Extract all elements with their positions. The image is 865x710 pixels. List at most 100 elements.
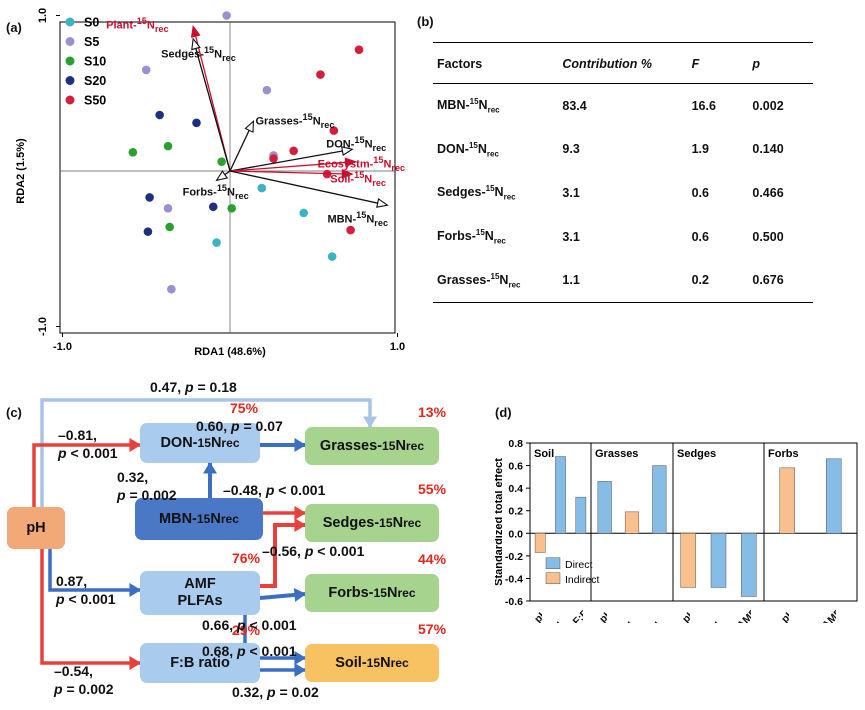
data-point-s50 bbox=[354, 45, 364, 55]
path-label-mbn-don: 0.32, p = 0.002 bbox=[117, 469, 177, 503]
table-header-row: Factors Contribution % F p bbox=[433, 42, 813, 84]
table-row: Forbs-15Nrec 3.1 0.6 0.500 bbox=[433, 215, 813, 259]
biplot-arrowhead bbox=[344, 157, 358, 168]
path-ph-don bbox=[32, 443, 140, 507]
data-point-s5 bbox=[222, 11, 231, 20]
data-point-s10 bbox=[165, 222, 174, 232]
contribution-cell: 83.4 bbox=[562, 98, 587, 113]
factor-contribution-table: Factors Contribution % F p MBN-15Nrec 83.… bbox=[433, 42, 813, 304]
legend-label-s0: S0 bbox=[84, 16, 99, 30]
biplot-arrowhead bbox=[341, 146, 354, 157]
bar-sedges bbox=[741, 533, 757, 597]
data-point-s10 bbox=[227, 204, 236, 213]
path-label-amf-forbs: 0.66, p < 0.001 bbox=[202, 617, 297, 633]
bar-forbs bbox=[779, 467, 795, 534]
bar-soil bbox=[534, 533, 546, 553]
y-tick-label: 0.4 bbox=[508, 483, 523, 495]
data-point-s20 bbox=[155, 110, 164, 120]
biplot-vector bbox=[192, 38, 231, 172]
data-point-s20 bbox=[208, 202, 218, 212]
y-tick-label: 0.6 bbox=[508, 461, 523, 473]
f-value-cell: 0.6 bbox=[691, 186, 709, 201]
node-fb: F:B ratio bbox=[140, 643, 260, 683]
y-axis-label: RDA2 (1.5%) bbox=[15, 138, 27, 204]
y-tick-label: -0.6 bbox=[505, 596, 523, 608]
f-value-cell: 1.9 bbox=[691, 142, 709, 157]
y-tick-label: -1.0 bbox=[37, 317, 49, 336]
path-label-ph-fb: –0.54, p = 0.002 bbox=[54, 663, 114, 697]
col-f: F bbox=[687, 42, 749, 84]
factor-cell: MBN-15Nrec bbox=[437, 97, 500, 115]
path-ph-fb bbox=[40, 549, 140, 665]
path-ph-fb-head bbox=[129, 656, 142, 670]
biplot-arrowhead bbox=[190, 25, 201, 38]
factor-cell: Grasses-15Nrec bbox=[433, 258, 559, 304]
legend-marker-s50 bbox=[65, 95, 75, 105]
node-amf: AMF PLFAs bbox=[140, 571, 260, 615]
contribution-cell: 3.1 bbox=[562, 229, 580, 244]
data-point-s5 bbox=[167, 284, 176, 294]
path-ph-amf bbox=[48, 549, 140, 592]
biplot-vector bbox=[229, 148, 353, 172]
data-point-s5 bbox=[262, 85, 272, 95]
data-point-s10 bbox=[128, 148, 138, 157]
node-ph: pH bbox=[7, 507, 65, 549]
path-label-amf-soil: 0.68, p < 0.001 bbox=[202, 643, 297, 659]
bar-sedges bbox=[710, 533, 727, 588]
data-point-s10 bbox=[217, 157, 226, 166]
biplot-vector-label: MBN-15Nrec bbox=[327, 210, 389, 227]
table-row: DON-15Nrec 9.3 1.9 0.140 bbox=[433, 128, 813, 172]
y-tick-label: 0.8 bbox=[508, 438, 523, 450]
bar-grasses bbox=[624, 511, 640, 534]
path-label-don-grasses: 0.60, p = 0.07 bbox=[196, 418, 283, 434]
data-point-s50 bbox=[329, 126, 339, 135]
biplot-vector-label: DON-15Nrec bbox=[326, 135, 387, 152]
r-squared-sedges: 55% bbox=[418, 481, 447, 497]
data-point-s20 bbox=[145, 193, 154, 202]
p-value-cell: 0.140 bbox=[752, 142, 784, 157]
legend-marker-s5 bbox=[65, 37, 75, 46]
factor-cell: Sedges-15Nrec bbox=[437, 184, 516, 202]
biplot-arrowhead bbox=[191, 37, 201, 51]
path-amf-sedges-head bbox=[294, 518, 307, 532]
r-squared-grasses: 13% bbox=[418, 404, 447, 420]
r-squared-fb: 29% bbox=[232, 622, 261, 638]
legend-label-direct: Direct bbox=[565, 559, 593, 571]
biplot-vector bbox=[229, 161, 356, 172]
p-value-cell: 0.002 bbox=[752, 98, 784, 113]
bar-soil bbox=[575, 496, 587, 534]
data-point-s50 bbox=[316, 70, 325, 79]
p-value-cell: 0.676 bbox=[748, 258, 813, 304]
table-body: MBN-15Nrec 83.4 16.6 0.002 DON-15Nrec 9.3 1.9 0… bbox=[433, 84, 813, 304]
r-squared-amf: 76% bbox=[232, 550, 261, 566]
data-point-s50 bbox=[269, 154, 278, 163]
data-point-s0 bbox=[299, 208, 309, 218]
p-value-cell: 0.466 bbox=[752, 186, 784, 201]
table-row: MBN-15Nrec 83.4 16.6 0.002 bbox=[433, 84, 813, 128]
biplot-vector bbox=[229, 170, 388, 206]
biplot-arrowhead bbox=[376, 198, 389, 208]
f-value-cell: 0.6 bbox=[691, 229, 709, 244]
contribution-cell: 1.1 bbox=[558, 258, 688, 304]
path-label-fb-soil: 0.32, p = 0.02 bbox=[232, 684, 319, 700]
biplot-vector-label: Ecosystm-15Nrec bbox=[317, 154, 406, 171]
path-label-amf-sedges: –0.56, p < 0.001 bbox=[262, 543, 365, 559]
legend-swatch-direct bbox=[545, 557, 561, 570]
biplot-vector-label: Soil-15Nrec bbox=[330, 170, 386, 187]
r-squared-don: 75% bbox=[230, 400, 259, 416]
biplot-vector-label: Grasses-15Nrec bbox=[255, 112, 335, 129]
path-diagram-arrows bbox=[32, 398, 377, 677]
x-tick-label: AMF bbox=[819, 607, 836, 623]
data-point-s0 bbox=[257, 183, 267, 193]
biplot-arrowhead bbox=[215, 170, 229, 182]
data-point-s5 bbox=[163, 204, 173, 213]
path-ph-don-head bbox=[129, 438, 142, 452]
path-label-ph-amf: 0.87, p < 0.001 bbox=[56, 573, 116, 607]
legend-label-s10: S10 bbox=[84, 55, 106, 69]
panel-label-c: (c) bbox=[6, 405, 22, 420]
col-contribution: Contribution % bbox=[558, 42, 688, 84]
